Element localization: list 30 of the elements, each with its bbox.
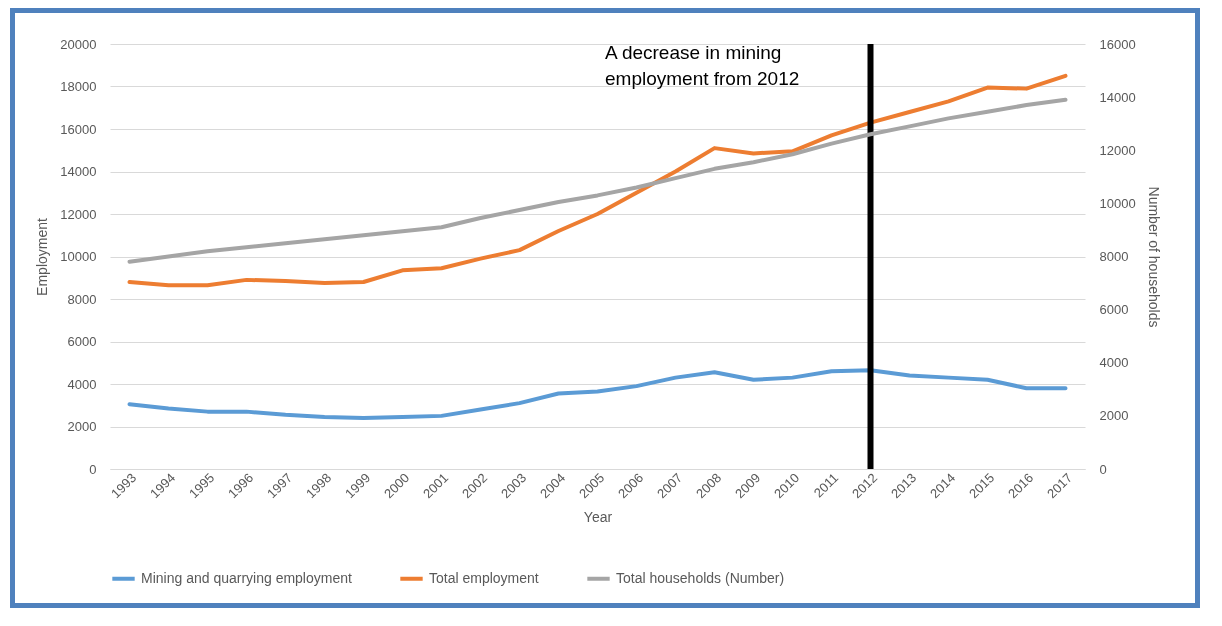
legend-label: Mining and quarrying employment [141,569,352,586]
y-tick-label: 2000 [67,419,97,434]
y-tick-label: 12000 [60,206,97,222]
y-tick-label: 4000 [67,376,97,392]
line-series [127,73,1068,288]
y2-tick-label: 4000 [1099,355,1129,371]
y2-tick-label: 12000 [1099,142,1136,158]
legend-label: Total households (Number) [616,569,785,586]
y-tick-label: 6000 [67,334,97,349]
y-tick-label: 20000 [60,36,97,52]
y2-tick-label: 16000 [1099,36,1136,52]
y-tick-label: 0 [89,461,97,477]
y-tick-label: 16000 [60,121,97,137]
y-tick-label: 8000 [67,291,97,307]
y2-tick-label: 10000 [1099,195,1136,211]
y2-axis-title: Number of households [1145,186,1162,328]
legend-label: Total employment [429,569,539,586]
y-axis-title: Employment [34,217,51,296]
y2-tick-label: 6000 [1099,302,1129,318]
annotation: A decrease in mining employment from 2012 [605,42,800,89]
y-tick-label: 14000 [60,164,97,179]
y2-tick-label: 0 [1099,461,1107,477]
y-tick-label: 18000 [60,79,97,94]
y2-tick-label: 8000 [1099,249,1129,264]
y2-tick-label: 14000 [1099,89,1136,105]
y2-tick-label: 2000 [1099,408,1129,424]
y-tick-label: 10000 [60,249,97,264]
line-series [127,368,1068,420]
line-series [127,97,1068,264]
x-axis-title: Year [583,509,613,526]
